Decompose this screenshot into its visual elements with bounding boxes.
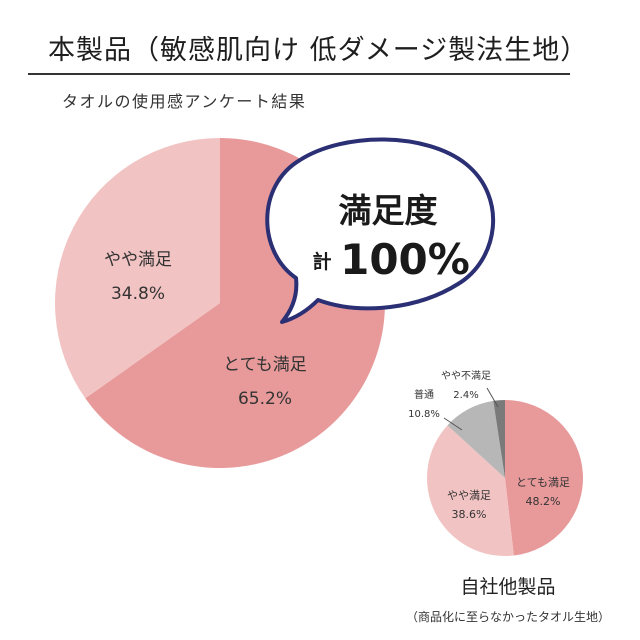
small-value-somewhat-unsatisfied: 2.4% <box>453 390 478 401</box>
small-value-somewhat-satisfied: 38.6% <box>452 508 487 521</box>
main-label-somewhat-satisfied: やや満足 <box>104 250 172 270</box>
leader-line-normal <box>443 417 463 431</box>
comparison-note: （商品化に至らなかったタオル生地） <box>406 609 610 624</box>
leader-line-somewhat-unsatisfied <box>486 387 499 408</box>
small-label-somewhat-satisfied: やや満足 <box>447 489 491 502</box>
bubble-prefix: 計 <box>312 250 331 273</box>
small-value-normal: 10.8% <box>408 409 440 420</box>
main-value-somewhat-satisfied: 34.8% <box>111 284 165 304</box>
comparison-pie-slice-2 <box>447 400 505 478</box>
satisfaction-bubble: 満足度 計 100% <box>265 137 496 324</box>
page-title: 本製品（敏感肌向け 低ダメージ製法生地） <box>48 35 589 66</box>
comparison-pie-slice-3 <box>493 400 505 478</box>
small-value-very-satisfied: 48.2% <box>526 495 561 508</box>
bubble-shape <box>265 137 496 324</box>
main-pie-slice-1 <box>54 138 220 399</box>
survey-subtitle: タオルの使用感アンケート結果 <box>62 92 307 111</box>
main-label-very-satisfied: とても満足 <box>223 355 307 375</box>
small-label-somewhat-unsatisfied: やや不満足 <box>441 370 491 382</box>
comparison-pie-slice-0 <box>505 400 584 556</box>
main-value-very-satisfied: 65.2% <box>238 389 292 409</box>
comparison-pie-chart <box>426 400 584 557</box>
bubble-title: 満足度 <box>339 191 438 230</box>
title-divider <box>28 73 570 75</box>
comparison-title: 自社他製品 <box>460 576 555 598</box>
comparison-pie-slice-1 <box>426 425 514 557</box>
small-label-very-satisfied: とても満足 <box>516 476 570 489</box>
bubble-value: 100% <box>340 235 470 284</box>
small-label-normal: 普通 <box>414 388 434 401</box>
